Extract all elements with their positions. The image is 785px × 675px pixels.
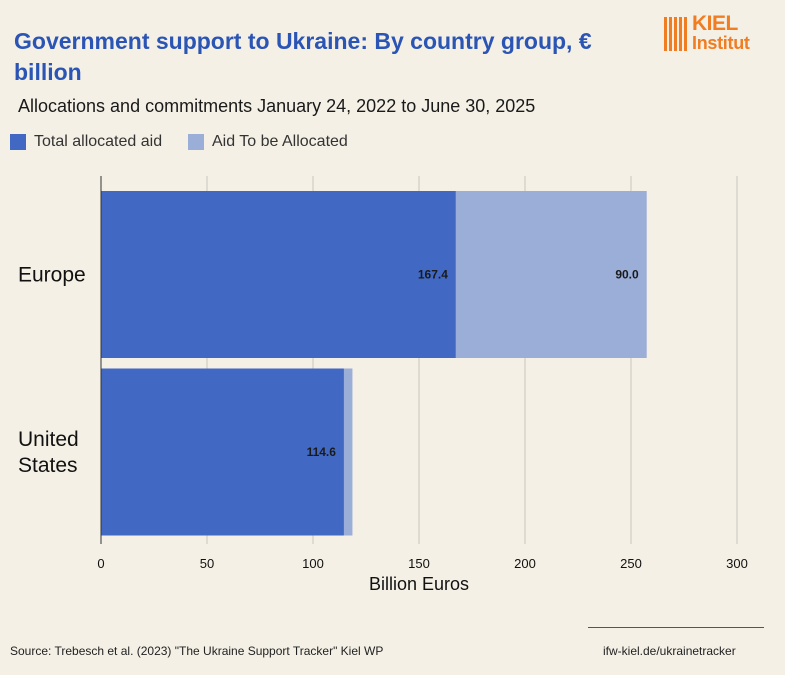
footer-divider [588, 627, 764, 628]
logo-text-kiel: KIEL [692, 12, 738, 35]
legend-swatch-allocated [10, 134, 26, 150]
data-label-europe-series-0: 167.4 [418, 268, 448, 282]
bar-chart: 167.4 90.0 Europe 114.6 United States 0 50 100 15… [18, 176, 748, 594]
logo-bars-icon [664, 17, 689, 56]
logo-text-institut: Institut [692, 33, 750, 53]
x-tick-label-250: 250 [620, 556, 642, 571]
website-link[interactable]: ifw-kiel.de/ukrainetracker [603, 644, 736, 658]
source-note: Source: Trebesch et al. (2023) "The Ukra… [10, 644, 384, 658]
kiel-institut-logo: KIEL Institut [664, 12, 774, 56]
bar-europe-series-0 [101, 191, 456, 358]
bar-united-states-series-0 [101, 368, 344, 536]
x-axis-title: Billion Euros [369, 574, 469, 594]
category-label-united-states: United States [18, 428, 79, 477]
legend-label-to-be-allocated: Aid To be Allocated [212, 133, 348, 150]
bar-europe-series-1 [455, 191, 647, 358]
chart-subtitle: Allocations and commitments January 24, … [18, 96, 536, 116]
data-label-united-states-series-0: 114.6 [307, 445, 337, 459]
bar-united-states-series-1 [343, 368, 353, 536]
x-tick-label-300: 300 [726, 556, 748, 571]
legend-swatch-to-be-allocated [188, 134, 204, 150]
legend-label-allocated: Total allocated aid [34, 133, 163, 150]
category-label-europe: Europe [18, 264, 86, 287]
x-tick-label-0: 0 [97, 556, 104, 571]
data-label-europe-series-1: 90.0 [615, 268, 639, 282]
chart-title: Government support to Ukraine: By countr… [14, 28, 592, 85]
x-tick-label-100: 100 [302, 556, 324, 571]
x-tick-label-200: 200 [514, 556, 536, 571]
x-tick-label-50: 50 [200, 556, 214, 571]
x-tick-label-150: 150 [408, 556, 430, 571]
